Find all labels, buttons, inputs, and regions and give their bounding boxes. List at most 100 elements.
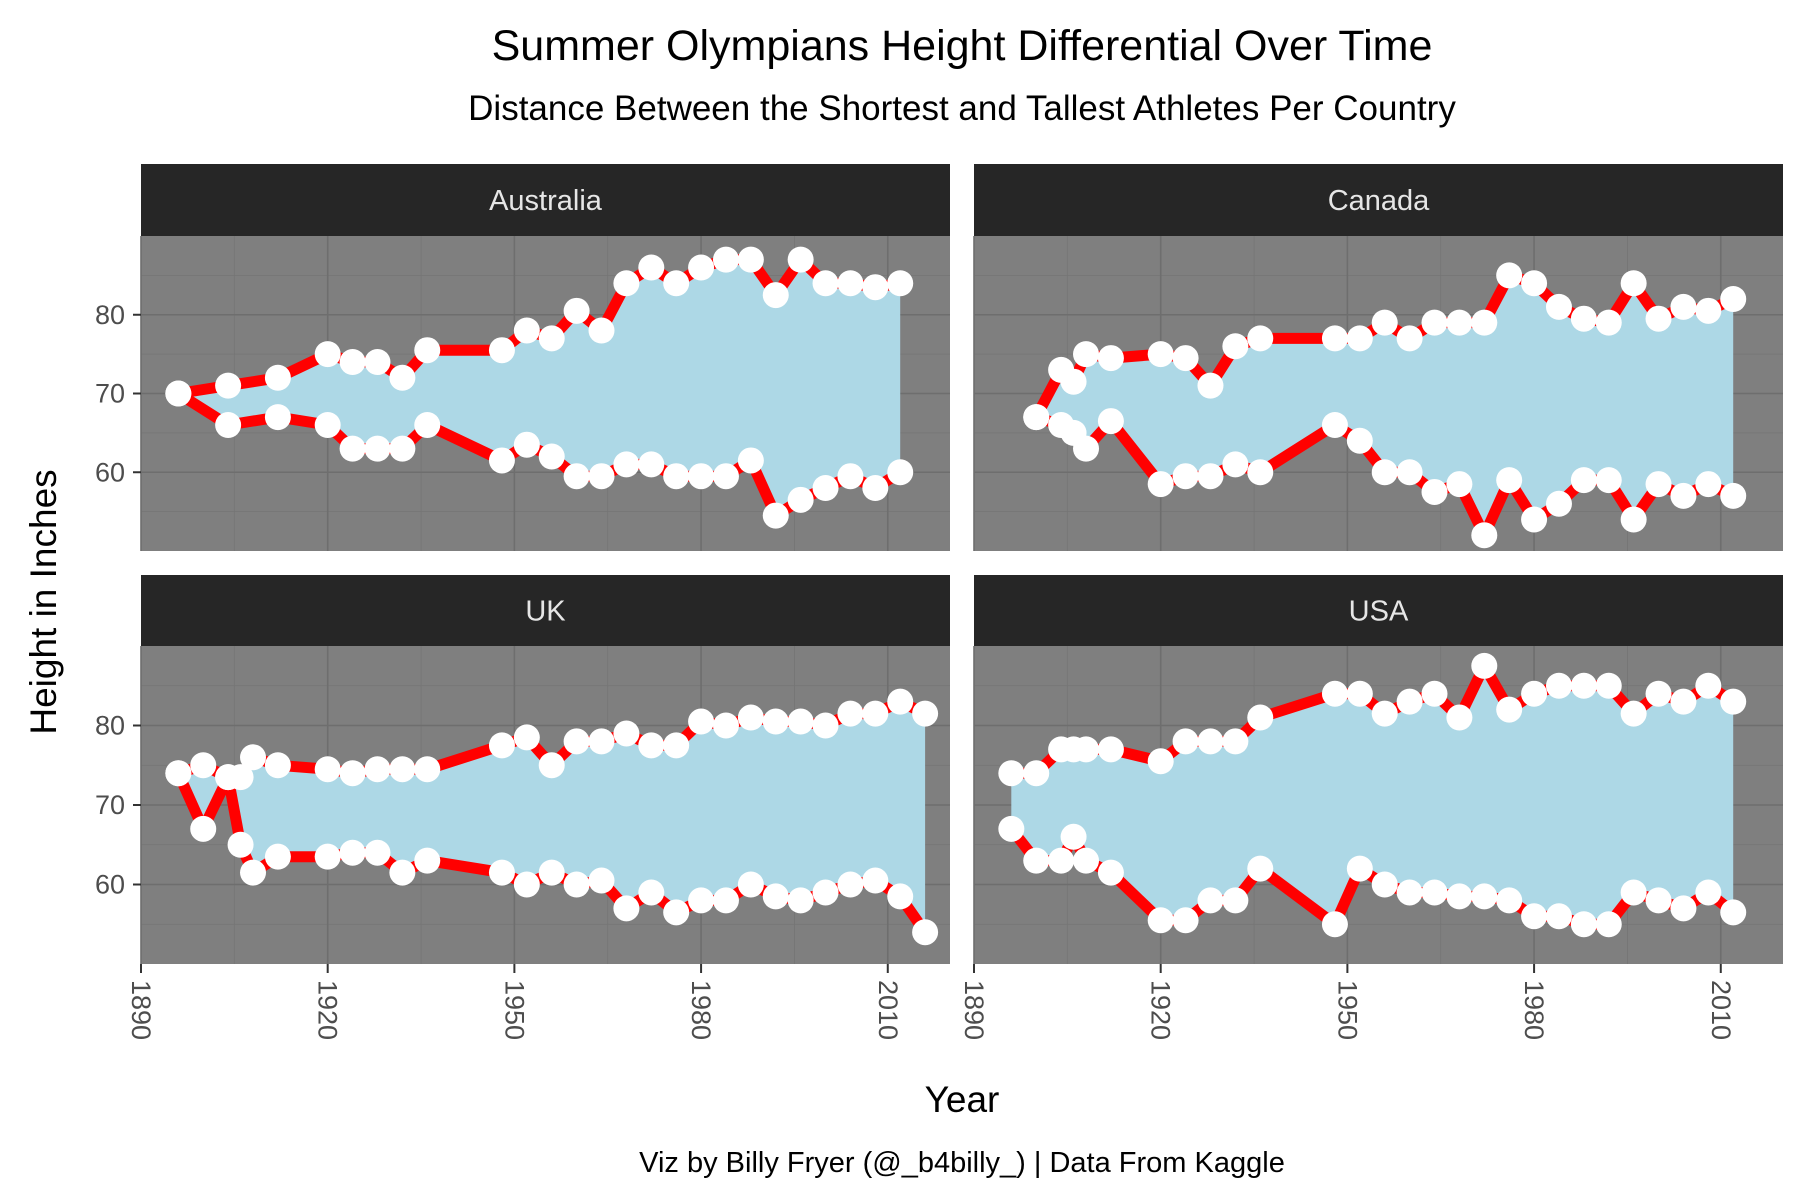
point-min [1197,463,1224,490]
strip-usa [974,575,1783,646]
point-min [588,867,615,894]
point-min [1496,887,1523,914]
point-max [787,708,814,735]
point-max [638,254,665,281]
point-max [414,756,441,783]
point-max [339,760,366,787]
point-min [1695,879,1722,906]
point-min [1670,482,1697,509]
point-min [887,883,914,910]
point-max [364,349,391,375]
point-min [613,451,640,478]
point-min [1073,847,1100,874]
point-max [264,364,291,391]
point-min [1048,847,1075,874]
y-tick-label: 60 [95,870,125,900]
strip-uk [141,575,950,646]
point-min [688,887,715,914]
point-max [1371,700,1398,727]
point-max [1595,309,1622,336]
point-min [1570,467,1597,494]
point-max [1720,286,1747,312]
y-tick-label: 80 [95,711,125,741]
point-min [812,879,839,906]
point-max [812,712,839,739]
x-tick-label: 2010 [1706,980,1736,1040]
point-max [1172,728,1199,755]
point-min [638,879,665,906]
point-min [488,859,515,886]
point-min [1545,490,1572,517]
point-max [613,270,640,297]
point-min [1147,907,1174,934]
point-max [862,274,889,301]
x-tick-label: 1950 [499,980,529,1040]
x-axis-title: Year [925,1079,1000,1120]
point-max [1570,305,1597,332]
point-max [1321,680,1348,707]
point-min [314,843,341,870]
point-min [762,883,789,910]
point-max [1023,760,1050,787]
strip-label-canada: Canada [1328,185,1430,217]
point-max [1321,325,1348,352]
point-max [1421,680,1448,707]
point-min [1695,471,1722,498]
point-min [1371,459,1398,486]
point-max [1570,672,1597,699]
point-max [563,297,590,324]
point-min [712,463,739,490]
point-max [414,337,441,364]
point-max [227,764,254,791]
point-min [1060,823,1087,850]
point-min [762,502,789,529]
point-min [812,475,839,501]
line-min-usa [1005,823,1739,930]
point-min [1521,506,1548,533]
point-min [339,839,366,866]
point-min [339,435,366,462]
point-max [1695,672,1722,699]
point-max [712,712,739,739]
point-max [1346,680,1373,707]
point-max [1247,704,1274,731]
point-min [998,815,1025,842]
point-max [314,756,341,783]
point-max [1197,728,1224,755]
point-max [513,724,540,751]
point-min [887,459,914,486]
point-min [1073,435,1100,462]
point-min [1147,471,1174,498]
point-max [1097,736,1124,763]
point-max [1446,309,1473,336]
point-min [1595,911,1622,938]
point-min [737,447,764,474]
point-max [538,325,565,352]
y-tick-label: 70 [95,379,125,409]
point-max [663,270,690,297]
point-max [1371,309,1398,336]
point-max [1060,368,1087,395]
point-min [1595,467,1622,494]
point-max [1446,704,1473,731]
point-min [513,871,540,898]
point-min [1421,478,1448,505]
point-max [314,341,341,368]
point-max [1496,696,1523,723]
point-min [1172,463,1199,490]
point-max [1197,372,1224,399]
point-min [314,412,341,438]
point-max [1396,688,1423,715]
point-min [1321,911,1348,938]
point-min [837,871,864,898]
point-max [663,732,690,759]
point-min [1620,879,1647,906]
point-min [638,451,665,478]
point-max [1097,345,1124,372]
chart-subtitle: Distance Between the Shortest and Talles… [468,89,1456,128]
point-min [1645,471,1672,498]
x-tick-label: 1920 [1146,980,1176,1040]
point-max [862,700,889,727]
point-min [688,463,715,490]
point-min [538,859,565,886]
